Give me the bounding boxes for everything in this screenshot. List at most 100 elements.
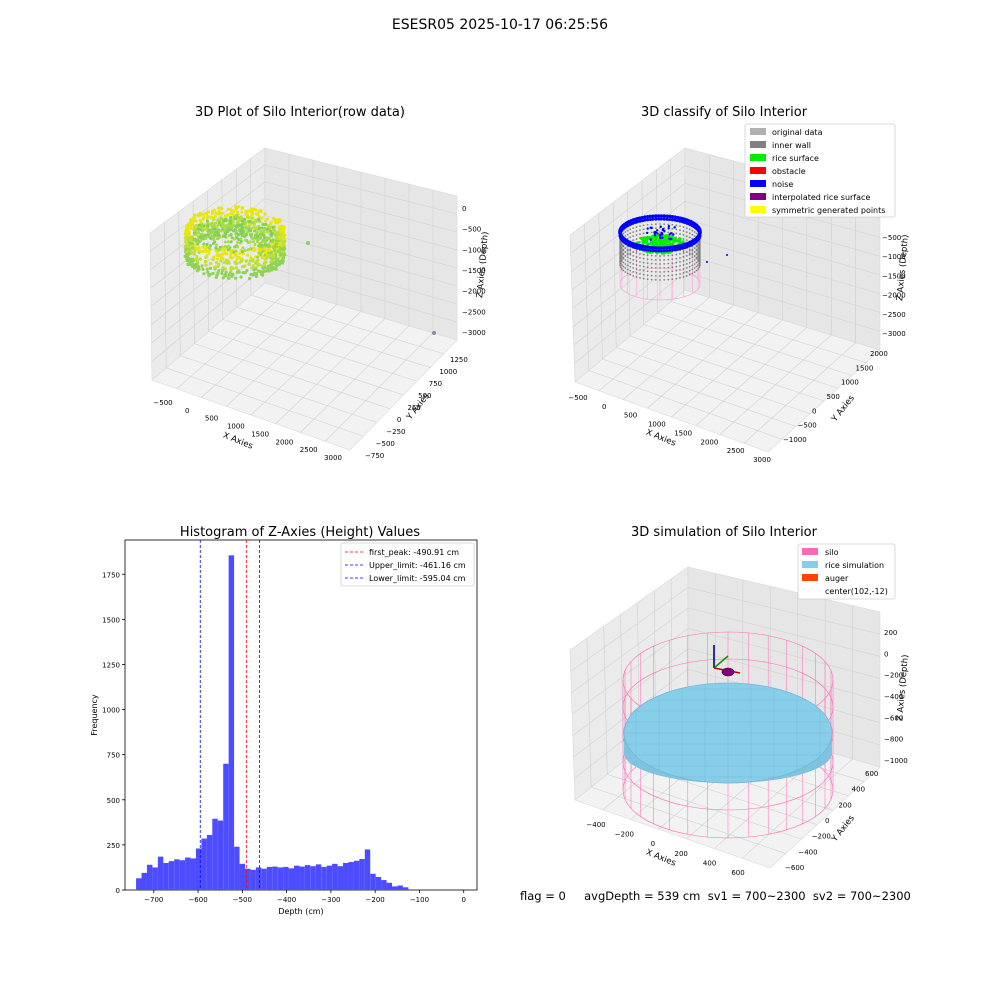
- data-point: [654, 234, 657, 237]
- data-point: [667, 240, 671, 244]
- y-tick-label: 0: [397, 416, 401, 424]
- z-tick-label: −200: [884, 672, 903, 680]
- data-point: [210, 230, 214, 234]
- y-tick-label: −400: [798, 848, 817, 856]
- histogram-bar: [206, 834, 213, 890]
- data-point: [654, 271, 657, 273]
- legend-label: rice surface: [772, 154, 819, 163]
- data-point: [192, 216, 196, 220]
- grid-line: [325, 332, 434, 442]
- data-point: [226, 248, 230, 252]
- data-point: [207, 245, 211, 249]
- data-point: [697, 268, 699, 270]
- x-tick-label: 0: [602, 403, 606, 411]
- data-point: [250, 216, 254, 221]
- data-point: [198, 218, 202, 222]
- data-point: [238, 251, 242, 256]
- data-point: [622, 256, 625, 259]
- y-tick-label: 200: [838, 801, 851, 809]
- histogram-bar: [315, 864, 322, 890]
- data-point: [653, 232, 657, 235]
- data-point: [243, 249, 247, 253]
- data-point: [695, 256, 698, 259]
- data-point: [257, 215, 261, 219]
- data-point: [650, 231, 653, 234]
- data-point: [677, 239, 681, 243]
- data-point: [248, 240, 252, 244]
- data-point: [663, 271, 666, 273]
- data-point: [629, 269, 632, 272]
- data-point: [241, 226, 245, 230]
- data-point: [646, 248, 650, 252]
- data-point: [197, 267, 201, 271]
- z-tick-label: 0: [884, 650, 888, 658]
- data-point: [693, 271, 696, 273]
- data-point: [682, 234, 685, 236]
- y-axis-label: Y Axies: [829, 813, 857, 845]
- data-point: [682, 256, 685, 258]
- data-point: [197, 250, 201, 255]
- data-point: [698, 245, 701, 248]
- legend-frame: [744, 123, 896, 218]
- histogram-bar: [141, 872, 147, 890]
- data-point: [648, 214, 653, 219]
- data-point: [675, 253, 678, 256]
- legend-swatch: [802, 574, 818, 581]
- data-point: [619, 266, 622, 269]
- data-point: [670, 218, 674, 222]
- data-point: [271, 257, 274, 261]
- data-point: [232, 237, 236, 241]
- histogram-bar: [223, 763, 229, 890]
- data-point: [635, 268, 638, 270]
- z-tick-label: −2500: [462, 308, 486, 316]
- data-point: [626, 253, 629, 256]
- data-point: [253, 229, 257, 233]
- data-point: [675, 261, 678, 264]
- data-point: [223, 267, 228, 271]
- data-point: [682, 226, 685, 228]
- data-point: [227, 261, 231, 265]
- data-point: [264, 240, 267, 243]
- data-point: [207, 231, 211, 235]
- data-point: [688, 269, 691, 272]
- data-point: [209, 261, 213, 266]
- data-point: [244, 226, 248, 230]
- data-point: [685, 270, 688, 273]
- data-point: [241, 246, 245, 250]
- chart-title: 3D classify of Silo Interior: [641, 105, 808, 120]
- data-point: [698, 251, 701, 254]
- data-point: [646, 266, 649, 269]
- data-point: [253, 226, 257, 230]
- data-point: [626, 237, 629, 240]
- x-tick-label: 600: [731, 869, 744, 877]
- data-point: [651, 217, 655, 221]
- data-point: [249, 234, 253, 238]
- data-point: [262, 227, 266, 231]
- data-point: [274, 260, 278, 264]
- data-point: [184, 247, 188, 252]
- data-point: [202, 242, 206, 246]
- data-point: [626, 233, 629, 236]
- data-point: [246, 230, 250, 234]
- x-tick-label: 1000: [227, 423, 245, 431]
- data-point: [675, 228, 678, 231]
- data-point: [227, 276, 231, 280]
- y-tick-label: −750: [365, 452, 384, 460]
- data-point: [205, 267, 209, 271]
- data-point: [188, 262, 192, 266]
- data-point: [195, 262, 199, 266]
- data-point: [693, 259, 696, 261]
- grid-line: [684, 200, 881, 257]
- data-point: [650, 278, 653, 281]
- z-tick-label: −2500: [882, 311, 906, 319]
- x-tick-label: 0: [185, 407, 189, 415]
- legend-swatch: [802, 548, 818, 555]
- data-point: [643, 218, 647, 222]
- data-point: [685, 258, 688, 261]
- data-point: [214, 261, 219, 265]
- data-point: [269, 256, 272, 260]
- data-point: [629, 248, 632, 251]
- x-tick-label: −500: [568, 394, 587, 402]
- histogram-bar: [201, 838, 207, 890]
- data-point: [659, 231, 661, 233]
